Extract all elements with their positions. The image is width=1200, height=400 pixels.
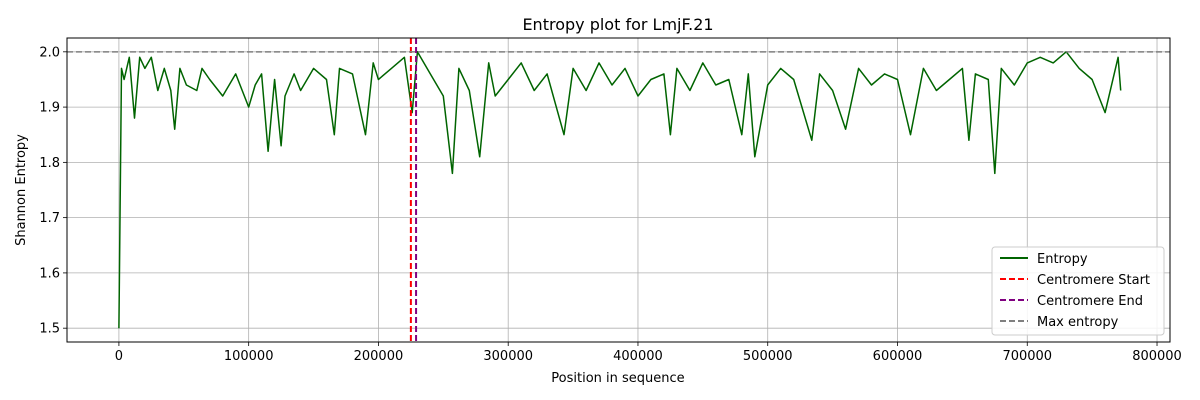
x-tick-label: 100000	[224, 349, 274, 364]
y-tick-label: 1.8	[39, 156, 60, 171]
x-axis-label: Position in sequence	[551, 371, 684, 386]
y-tick-label: 1.6	[39, 266, 60, 281]
plot-area-frame	[66, 37, 1171, 343]
entropy-line	[118, 51, 1122, 329]
legend-label-centromere-end: Centromere End	[1037, 294, 1143, 309]
legend: Entropy Centromere Start Centromere End …	[991, 246, 1165, 336]
x-tick-label: 300000	[483, 349, 533, 364]
x-tick-label: 0	[115, 349, 123, 364]
axis-ticks: 0 100000 200000 300000 400000 500000 600000 700…	[39, 45, 1182, 364]
x-tick-label: 400000	[613, 349, 663, 364]
y-tick-label: 1.7	[39, 211, 60, 226]
y-axis-label: Shannon Entropy	[14, 134, 29, 246]
y-tick-label: 1.5	[39, 322, 60, 337]
x-tick-label: 800000	[1132, 349, 1182, 364]
y-tick-label: 1.9	[39, 101, 60, 116]
legend-label-entropy: Entropy	[1037, 252, 1088, 267]
plot-lines	[67, 38, 1170, 342]
legend-label-max-entropy: Max entropy	[1037, 315, 1119, 330]
chart-title: Entropy plot for LmjF.21	[522, 15, 713, 34]
y-tick-label: 2.0	[39, 45, 60, 60]
x-tick-label: 500000	[743, 349, 793, 364]
x-tick-label: 200000	[354, 349, 404, 364]
legend-box	[991, 246, 1165, 336]
x-tick-label: 700000	[1002, 349, 1052, 364]
legend-label-centromere-start: Centromere Start	[1037, 273, 1150, 288]
x-tick-label: 600000	[873, 349, 923, 364]
